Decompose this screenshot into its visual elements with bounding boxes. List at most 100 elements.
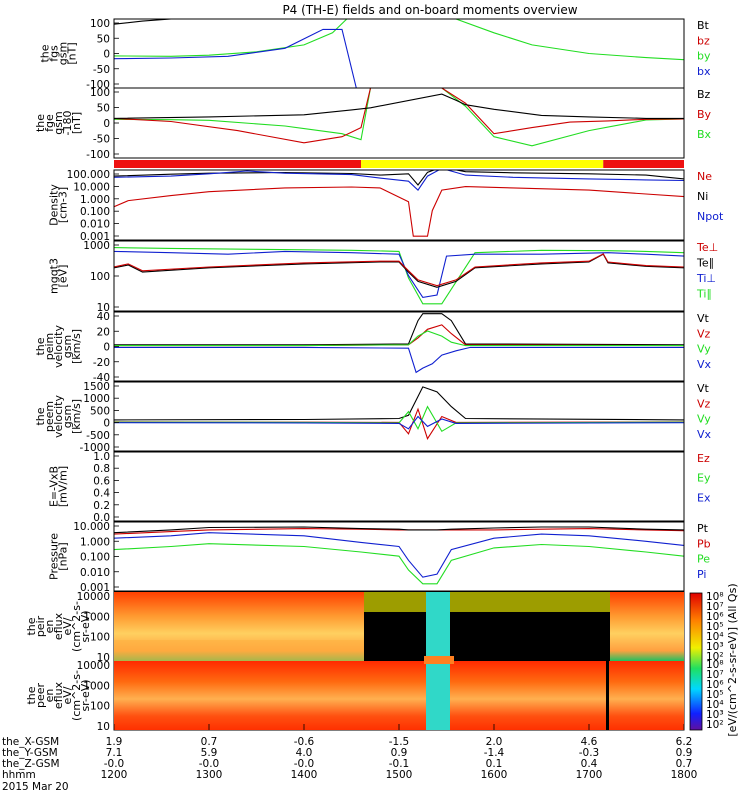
series-bx <box>114 28 357 88</box>
state-bar-segment <box>114 160 361 168</box>
series-group <box>114 526 684 585</box>
series-Vx <box>114 415 684 430</box>
series-Pt <box>114 526 684 534</box>
colorbar-tick-bottom: 10² <box>706 719 724 731</box>
x-tick-label: 1400 <box>291 769 318 781</box>
series-Te∥ <box>114 253 684 288</box>
legend-Ez: Ez <box>697 452 710 465</box>
colorbar-tick-bottom: 10⁵ <box>706 689 724 701</box>
colorbar-tick-top: 10⁶ <box>706 611 724 623</box>
colorbar-tick-top: 10⁵ <box>706 621 724 633</box>
legend-Ex: Ex <box>697 491 711 504</box>
x-tick-label: 1600 <box>481 769 508 781</box>
series-group <box>114 170 684 237</box>
series-Te⊥ <box>114 253 684 287</box>
y-axis-label: thefgegsm-180[nT] <box>34 111 83 136</box>
y-tick-label: 1000 <box>83 611 110 623</box>
panel-frame <box>113 87 685 159</box>
colorbar-tick-top: 10² <box>706 651 724 663</box>
y-tick-label: 0.100 <box>80 206 110 218</box>
colorbar-tick-top: 10³ <box>706 641 724 653</box>
x-tick-label: 4.6 <box>581 736 598 748</box>
y-tick-label: 1000 <box>83 680 110 692</box>
y-tick-label: 0.6 <box>93 475 110 487</box>
y-tick-label: 1000 <box>83 393 110 405</box>
panel-frame <box>113 451 685 522</box>
colorbar-tick-bottom: 10³ <box>706 709 724 721</box>
y-axis-label: thefgsgsm[nT] <box>39 42 79 65</box>
x-tick-label: -0.3 <box>579 747 600 759</box>
x-tick-label: -0.6 <box>294 736 315 748</box>
x-tick-label: -0.0 <box>104 758 125 770</box>
y-tick-label: -40 <box>93 372 110 384</box>
x-tick-label: -0.0 <box>294 758 315 770</box>
panel-state <box>114 160 684 168</box>
series-Vt <box>114 386 684 421</box>
y-tick-label: 0 <box>103 118 110 130</box>
legend-Ti⊥: Ti⊥ <box>696 272 716 285</box>
legend-Vx: Vx <box>697 428 712 441</box>
y-tick-label: 0.001 <box>80 231 110 243</box>
legend-Npot: Npot <box>697 210 724 223</box>
x-tick-label: 5.9 <box>201 747 218 759</box>
y-tick-label: 0.001 <box>80 582 110 594</box>
colorbar-tick-bottom: 10⁷ <box>706 669 724 681</box>
y-axis-label: E=-VxB[mV/m] <box>48 466 70 507</box>
y-axis-label: thepeimvelocitygsm[km/s] <box>34 325 83 368</box>
x-tick-label: 1500 <box>386 769 413 781</box>
legend-bz: bz <box>697 34 710 47</box>
series-Ni <box>114 170 684 186</box>
y-tick-label: 1000 <box>83 240 110 252</box>
legend-By: By <box>697 108 712 121</box>
x-tick-label: 2.0 <box>486 736 503 748</box>
x-tick-label: 0.1 <box>486 758 503 770</box>
series-by <box>114 19 684 61</box>
series-Npot <box>114 170 684 191</box>
series-group <box>114 386 684 440</box>
series-Pi <box>114 532 684 578</box>
y-axis-label: thepeirenefluxeV/(cm^2-s-sr-eV) <box>25 601 92 652</box>
y-tick-label: -20 <box>93 357 110 369</box>
panel-frame <box>113 18 685 89</box>
x-tick-label: 1800 <box>671 769 698 781</box>
x-tick-label: 1300 <box>196 769 223 781</box>
x-tick-label: -1.5 <box>389 736 410 748</box>
legend-Pb: Pb <box>697 537 711 550</box>
panel-frame <box>113 381 685 452</box>
colorbar-label: [eV/(cm^2-s-sr-eV)] (All Qs) <box>726 583 739 736</box>
y-tick-label: 1500 <box>83 381 110 393</box>
colorbar-tick-top: 10⁸ <box>706 591 724 603</box>
x-tick-label: 0.9 <box>676 747 693 759</box>
ion-spectrogram <box>114 592 684 661</box>
x-row-label: hhmm <box>2 769 36 781</box>
series-Vx <box>114 346 684 374</box>
legend-by: by <box>697 50 711 63</box>
series-Bx <box>114 88 684 147</box>
y-tick-label: 10000 <box>77 591 110 603</box>
x-tick-label: 0.7 <box>201 736 218 748</box>
y-tick-label: 10000 <box>77 660 110 672</box>
x-tick-label: 4.0 <box>296 747 313 759</box>
x-tick-label: 0.4 <box>581 758 598 770</box>
electron-spectrogram <box>114 656 684 730</box>
y-tick-label: 0.010 <box>80 219 110 231</box>
colorbar-tick-top: 10⁷ <box>706 601 724 613</box>
y-axis-label: Density[cm-3] <box>48 184 70 226</box>
legend-Te∥: Te∥ <box>696 257 714 270</box>
y-tick-label: 20 <box>97 326 110 338</box>
colorbar-tick-bottom: 10⁴ <box>706 699 724 711</box>
colorbar-tick-bottom: 10⁶ <box>706 679 724 691</box>
x-row-label: the_Z-GSM <box>2 758 60 770</box>
x-tick-label: 0.7 <box>676 758 693 770</box>
y-tick-label: 0.0 <box>93 512 110 524</box>
y-tick-label: 10.000 <box>73 181 110 193</box>
y-tick-label: 100 <box>90 18 110 30</box>
series-group <box>114 247 684 305</box>
y-tick-label: 10 <box>97 652 110 664</box>
colorbar-tick-bottom: 10⁸ <box>706 659 724 671</box>
legend-Vz: Vz <box>697 397 711 410</box>
legend-Bt: Bt <box>697 19 710 32</box>
y-axis-label: mgqt3[eV] <box>48 258 70 294</box>
